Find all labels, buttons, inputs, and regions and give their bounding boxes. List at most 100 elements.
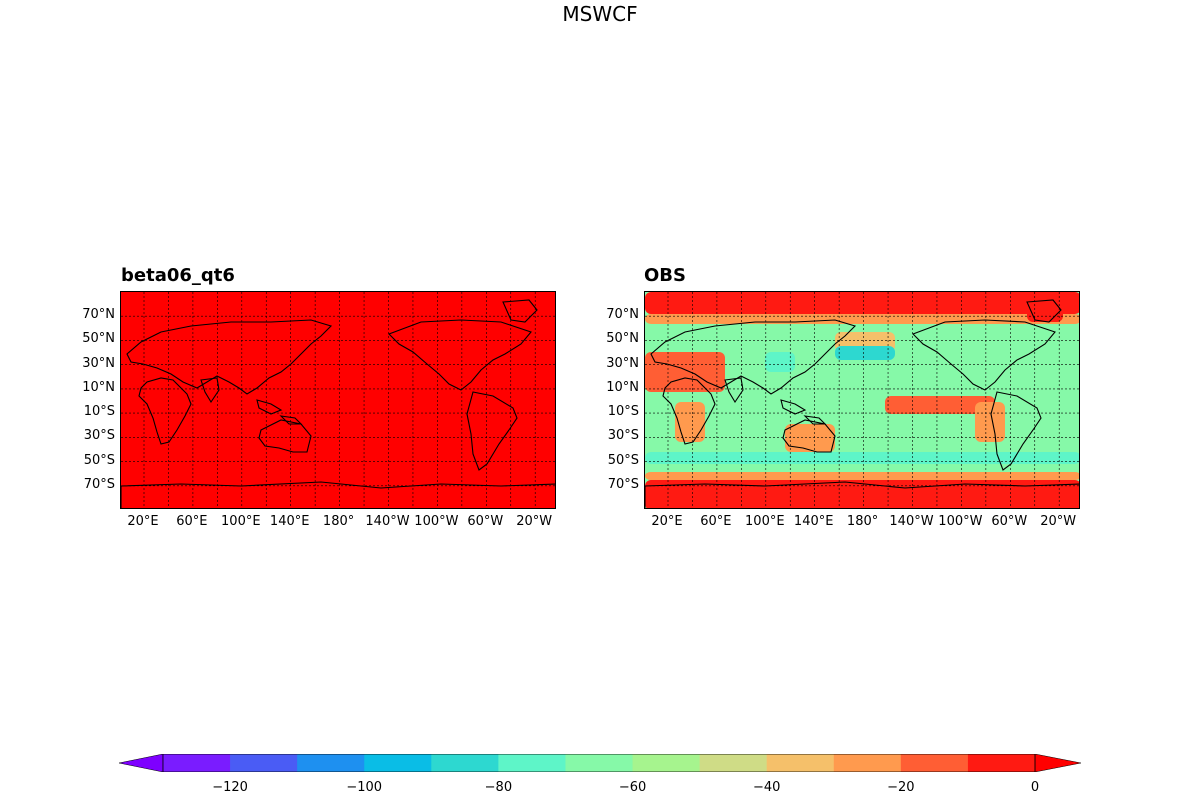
colorbar-tick-label: −40 (752, 780, 781, 795)
obs-contour-patch (765, 352, 795, 372)
coastline (782, 419, 836, 453)
colorbar-tick-label: −80 (484, 780, 513, 795)
model-lon-label: 140°E (269, 514, 310, 529)
colorbar-segment (967, 754, 1036, 772)
colorbar-segment (163, 754, 231, 772)
panel-title-obs: OBS (644, 265, 686, 286)
coastline (200, 377, 220, 404)
obs-lon-label: 100°W (938, 514, 983, 529)
map-model-svg (121, 292, 555, 508)
gridlines (645, 292, 1079, 508)
colorbar-tick-label: −20 (887, 780, 915, 795)
colorbar-segment (431, 754, 499, 772)
obs-lat-label: 10°S (607, 404, 639, 420)
colorbar-segment (230, 754, 298, 772)
model-lon-label: 60°E (176, 514, 208, 529)
model-lat-label: 70°N (82, 307, 115, 323)
model-lat-label: 50°S (83, 452, 115, 468)
model-lon-label: 100°W (414, 514, 459, 529)
obs-lon-label: 60°W (991, 514, 1028, 529)
model-lat-label: 10°S (83, 404, 115, 420)
model-field (121, 292, 555, 508)
coastline (990, 391, 1042, 471)
colorbar-segment (833, 754, 902, 772)
colorbar-segment (364, 754, 432, 772)
colorbar-tick-label: −100 (346, 780, 383, 795)
map-panel-model (120, 291, 556, 509)
obs-contour-patch (835, 346, 895, 360)
model-lon-label: 180° (322, 514, 355, 529)
obs-contour-patch (975, 402, 1005, 442)
obs-contours (645, 292, 1079, 508)
obs-contour-patch (645, 472, 1079, 480)
coastline (466, 391, 518, 471)
obs-lat-label: 10°N (606, 379, 639, 395)
obs-lat-label: 70°S (607, 476, 639, 492)
obs-lat-label: 30°N (606, 355, 639, 371)
coastline (388, 319, 532, 391)
model-lat-label: 30°N (82, 355, 115, 371)
coastline (912, 319, 1056, 391)
obs-contour-patch (645, 480, 1079, 508)
coastline (258, 419, 312, 453)
model-lat-label: 10°N (82, 379, 115, 395)
colorbar-extend-low (119, 754, 164, 772)
model-lat-label: 50°N (82, 331, 115, 347)
colorbar-segment (498, 754, 566, 772)
obs-lat-label: 30°S (607, 428, 639, 444)
map-panel-obs (644, 291, 1080, 509)
colorbar (119, 754, 1081, 772)
obs-contour-patch (675, 402, 705, 442)
colorbar-segment (699, 754, 768, 772)
coastline (724, 377, 744, 404)
obs-lat-label: 50°N (606, 331, 639, 347)
obs-lon-label: 20°W (1040, 514, 1077, 529)
obs-lon-label: 140°W (889, 514, 934, 529)
colorbar-segment (565, 754, 634, 772)
model-lat-label: 30°S (83, 428, 115, 444)
colorbar-segment (766, 754, 835, 772)
map-obs-svg (645, 292, 1079, 508)
obs-contour-patch (645, 292, 1079, 314)
obs-contour-patch (785, 424, 835, 452)
obs-lat-label: 70°N (606, 307, 639, 323)
colorbar-segment (297, 754, 365, 772)
figure-title: MSWCF (562, 2, 638, 26)
coastline (1026, 299, 1062, 323)
model-lon-label: 20°W (516, 514, 553, 529)
colorbar-segment (900, 754, 969, 772)
obs-lon-label: 140°E (793, 514, 834, 529)
obs-contour-patch (645, 452, 1079, 464)
coastline (256, 399, 283, 415)
colorbar-extend-high (1034, 754, 1081, 772)
coastline (138, 377, 192, 445)
colorbar-tick-label: −120 (212, 780, 248, 795)
obs-contour-patch (1027, 300, 1063, 322)
coastline (502, 299, 538, 323)
coastline (121, 481, 555, 508)
model-lon-label: 140°W (365, 514, 410, 529)
model-lon-label: 60°W (467, 514, 504, 529)
model-lon-label: 100°E (221, 514, 261, 529)
obs-lat-label: 50°S (607, 452, 639, 468)
colorbar-tick-label: −60 (618, 780, 647, 795)
coastline (662, 377, 716, 445)
coastlines (645, 299, 1079, 508)
colorbar-tick-label: 0 (1030, 780, 1040, 795)
obs-contour-patch (645, 352, 725, 392)
obs-lon-label: 20°E (651, 514, 683, 529)
panel-title-model: beta06_qt6 (121, 265, 235, 286)
obs-lon-label: 180° (846, 514, 879, 529)
model-lat-label: 70°S (83, 476, 115, 492)
obs-lon-label: 100°E (745, 514, 785, 529)
model-lon-label: 20°E (127, 514, 159, 529)
obs-lon-label: 60°E (700, 514, 732, 529)
colorbar-outline (162, 754, 1036, 772)
coastline (126, 319, 333, 395)
coastlines (121, 299, 555, 508)
coastline (650, 319, 857, 395)
colorbar-segment (632, 754, 701, 772)
coastline (645, 481, 1079, 508)
coastline (780, 399, 807, 415)
obs-contour-patch (645, 314, 1079, 324)
